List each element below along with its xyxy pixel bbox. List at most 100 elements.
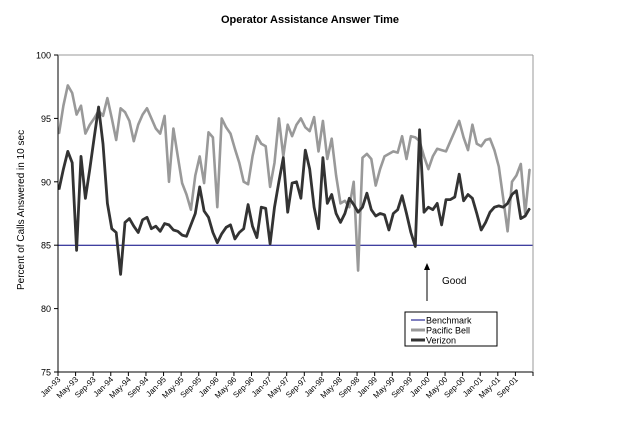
y-axis-label: Percent of Calls Answered in 10 sec xyxy=(16,130,27,290)
data-point-verizon xyxy=(282,157,284,159)
data-point-pacific-bell xyxy=(401,135,403,137)
data-point-verizon xyxy=(251,225,254,227)
data-point-verizon xyxy=(419,129,421,131)
data-point-pacific-bell xyxy=(397,152,399,154)
data-point-verizon xyxy=(388,229,390,231)
data-point-verizon xyxy=(229,224,232,226)
data-point-verizon xyxy=(278,181,280,183)
data-point-verizon xyxy=(84,197,86,199)
data-point-pacific-bell xyxy=(493,149,496,151)
data-point-pacific-bell xyxy=(410,135,412,137)
data-point-pacific-bell xyxy=(344,200,346,202)
data-point-pacific-bell xyxy=(463,136,465,139)
data-point-verizon xyxy=(410,231,412,234)
data-point-pacific-bell xyxy=(207,131,210,133)
data-point-pacific-bell xyxy=(124,111,126,113)
data-point-verizon xyxy=(265,207,267,210)
chart-title: Operator Assistance Answer Time xyxy=(221,14,399,26)
data-point-verizon xyxy=(97,106,100,108)
y-tick-label: 75 xyxy=(41,368,51,378)
data-point-verizon xyxy=(498,205,500,207)
data-point-verizon xyxy=(436,202,438,204)
data-point-pacific-bell xyxy=(304,126,306,128)
data-point-pacific-bell xyxy=(366,153,368,155)
data-point-pacific-bell xyxy=(251,155,254,158)
data-point-pacific-bell xyxy=(229,133,232,135)
data-point-pacific-bell xyxy=(458,120,460,122)
data-point-pacific-bell xyxy=(62,105,64,107)
data-point-pacific-bell xyxy=(203,182,205,184)
data-point-verizon xyxy=(467,193,469,196)
data-point-pacific-bell xyxy=(199,155,201,158)
data-point-pacific-bell xyxy=(150,117,152,119)
data-point-pacific-bell xyxy=(128,120,130,122)
data-point-pacific-bell xyxy=(388,153,390,155)
data-point-pacific-bell xyxy=(273,162,276,164)
data-point-verizon xyxy=(247,204,249,206)
data-point-verizon xyxy=(313,206,315,208)
annotation-text: Good xyxy=(442,276,466,287)
data-point-pacific-bell xyxy=(436,148,438,150)
annotation-good: Good xyxy=(424,263,466,301)
data-point-pacific-bell xyxy=(489,138,491,140)
data-point-pacific-bell xyxy=(75,113,78,116)
data-point-verizon xyxy=(458,173,460,175)
legend-label-benchmark: Benchmark xyxy=(426,316,472,326)
data-point-pacific-bell xyxy=(216,206,218,208)
data-point-verizon xyxy=(256,236,258,239)
data-point-verizon xyxy=(185,235,188,237)
data-point-verizon xyxy=(309,168,311,170)
data-point-verizon xyxy=(520,217,522,220)
data-point-pacific-bell xyxy=(322,120,324,122)
data-point-pacific-bell xyxy=(146,107,148,109)
data-point-pacific-bell xyxy=(353,181,355,183)
data-point-verizon xyxy=(106,202,108,204)
data-point-verizon xyxy=(476,212,478,215)
data-point-verizon xyxy=(357,211,359,213)
data-point-verizon xyxy=(243,228,245,230)
data-point-verizon xyxy=(480,229,482,231)
data-point-pacific-bell xyxy=(295,124,298,126)
data-point-verizon xyxy=(317,228,320,230)
data-point-verizon xyxy=(133,225,135,227)
data-point-verizon xyxy=(322,157,324,159)
data-point-pacific-bell xyxy=(287,124,289,126)
legend: Benchmark Pacific Bell Verizon xyxy=(404,311,498,347)
data-point-verizon xyxy=(128,217,130,220)
y-tick-label: 85 xyxy=(41,241,51,251)
data-point-verizon xyxy=(441,224,443,226)
data-point-pacific-bell xyxy=(370,158,372,160)
data-point-pacific-bell xyxy=(243,181,245,183)
data-point-verizon xyxy=(273,206,276,208)
data-point-verizon xyxy=(295,181,298,183)
data-point-pacific-bell xyxy=(247,183,249,185)
data-point-pacific-bell xyxy=(265,145,267,147)
data-point-pacific-bell xyxy=(212,136,214,139)
data-point-pacific-bell xyxy=(141,113,144,116)
data-point-verizon xyxy=(348,197,350,199)
data-point-verizon xyxy=(449,198,452,201)
data-point-pacific-bell xyxy=(498,165,500,168)
data-point-verizon xyxy=(177,230,179,232)
data-point-verizon xyxy=(423,211,425,213)
data-point-verizon xyxy=(397,209,399,211)
data-point-verizon xyxy=(216,242,218,244)
data-point-pacific-bell xyxy=(300,117,302,119)
data-point-verizon xyxy=(445,198,447,201)
data-point-pacific-bell xyxy=(441,149,443,151)
data-point-verizon xyxy=(370,209,372,211)
data-point-pacific-bell xyxy=(185,193,188,196)
data-point-pacific-bell xyxy=(392,150,394,152)
data-point-verizon xyxy=(361,206,364,208)
data-point-verizon xyxy=(89,168,91,170)
data-point-pacific-bell xyxy=(375,185,377,187)
series-line-pacific-bell xyxy=(57,84,531,272)
data-point-verizon xyxy=(207,216,210,218)
data-point-pacific-bell xyxy=(155,127,157,130)
data-point-verizon xyxy=(383,214,386,216)
data-point-pacific-bell xyxy=(467,149,469,151)
y-tick-label: 90 xyxy=(41,177,51,187)
data-point-pacific-bell xyxy=(291,135,293,137)
data-point-pacific-bell xyxy=(159,133,161,135)
data-point-verizon xyxy=(300,197,302,199)
